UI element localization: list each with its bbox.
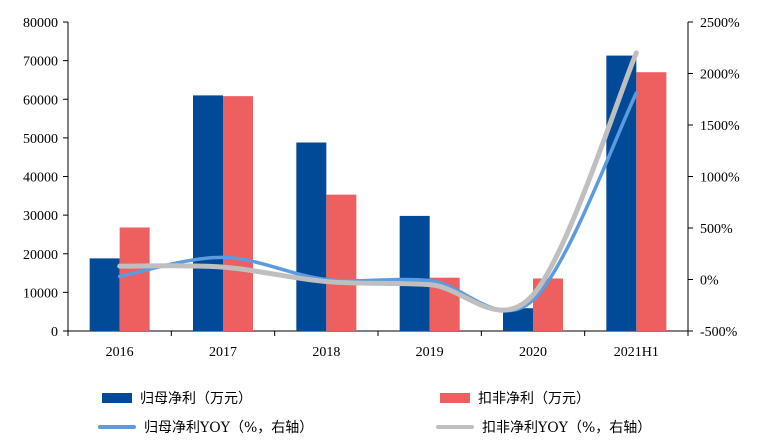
right-axis-tick-label: -500% <box>700 325 738 340</box>
right-axis-tick-label: 500% <box>700 222 733 237</box>
lines <box>117 50 639 313</box>
bar-series-1 <box>503 308 533 331</box>
x-axis-tick-label: 2017 <box>209 345 237 360</box>
bar-series-2 <box>119 227 150 331</box>
x-axis-tick-label: 2019 <box>416 345 444 360</box>
tick-labels: 0 10000 20000 30000 40000 50000 60000 70000 8000… <box>23 16 740 360</box>
left-axis-tick-label: 80000 <box>23 16 58 31</box>
legend: 归母净利（万元） 扣非净利（万元） 归母净利YOY（%，右轴） 扣非净利YOY（… <box>0 380 768 444</box>
legend-swatch-series-1 <box>102 393 132 403</box>
right-axis-tick-label: 2500% <box>700 16 740 31</box>
legend-item-series-4: 扣非净利YOY（%，右轴） <box>436 415 651 439</box>
legend-label-series-4: 扣非净利YOY（%，右轴） <box>482 420 652 436</box>
legend-swatch-series-3 <box>98 425 136 429</box>
line-series-3 <box>117 91 639 313</box>
x-axis-tick-label: 2020 <box>519 345 547 360</box>
legend-label-series-3: 归母净利YOY（%，右轴） <box>144 420 314 436</box>
bar-series-1 <box>296 142 327 331</box>
chart: 0 10000 20000 30000 40000 50000 60000 70000 8000… <box>23 16 740 360</box>
bar-series-1 <box>399 215 430 331</box>
left-axis-tick-label: 50000 <box>23 132 58 147</box>
left-axis-tick-label: 40000 <box>23 171 58 186</box>
right-axis-tick-label: 1500% <box>700 119 740 134</box>
line-series-4 <box>117 50 639 313</box>
left-axis-tick-label: 0 <box>51 325 58 340</box>
x-axis-tick-label: 2018 <box>312 345 340 360</box>
left-axis-tick-label: 20000 <box>23 248 58 263</box>
bar-series-1 <box>89 258 120 331</box>
legend-swatch-series-4 <box>436 425 474 429</box>
right-axis-tick-label: 2000% <box>700 68 740 83</box>
x-axis-tick-label: 2021H1 <box>614 345 659 360</box>
legend-item-series-1: 归母净利（万元） <box>102 386 252 410</box>
legend-label-series-2: 扣非净利（万元） <box>478 391 590 407</box>
right-axis-tick-label: 1000% <box>700 171 740 186</box>
left-axis-tick-label: 70000 <box>23 55 58 70</box>
legend-swatch-series-2 <box>440 393 470 403</box>
bars <box>89 55 667 332</box>
bar-series-1 <box>193 95 223 331</box>
x-axis-tick-label: 2016 <box>106 345 134 360</box>
left-axis-tick-label: 30000 <box>23 209 58 224</box>
left-axis-tick-label: 60000 <box>23 93 58 108</box>
bar-series-2 <box>636 72 667 332</box>
legend-item-series-2: 扣非净利（万元） <box>440 386 590 410</box>
bar-series-2 <box>326 194 357 331</box>
right-axis-tick-label: 0% <box>700 274 719 289</box>
bar-series-2 <box>223 96 253 331</box>
axes <box>63 21 693 336</box>
legend-item-series-3: 归母净利YOY（%，右轴） <box>98 415 313 439</box>
left-axis-tick-label: 10000 <box>23 286 58 301</box>
legend-label-series-1: 归母净利（万元） <box>140 391 252 407</box>
